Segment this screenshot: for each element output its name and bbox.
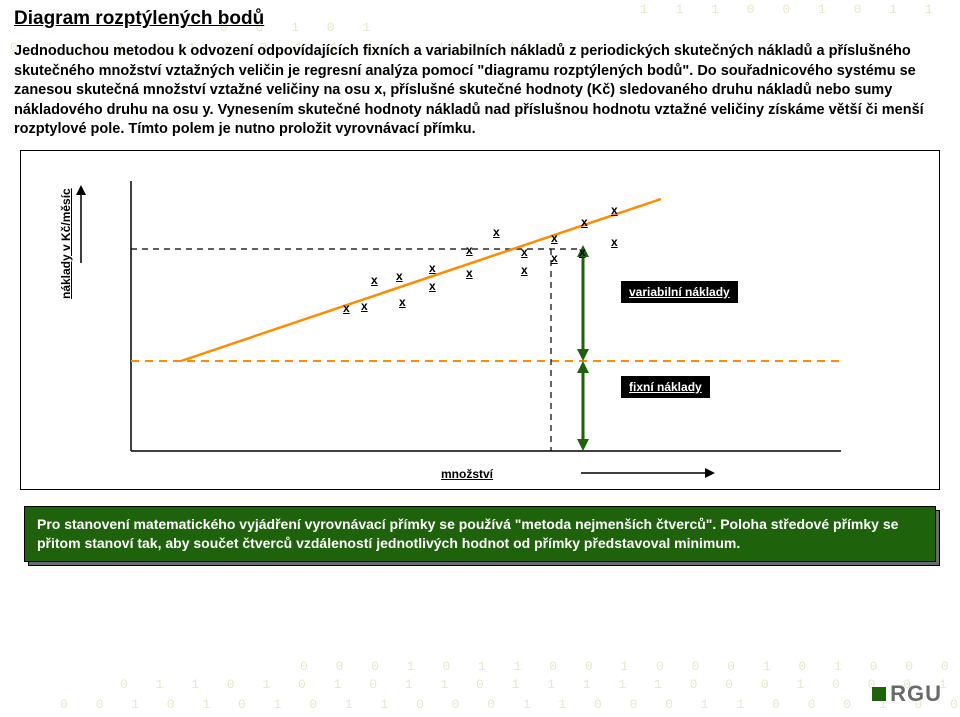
variable-cost-label: variabilní náklady [621, 281, 738, 303]
scatter-point: x [396, 269, 403, 283]
scatter-point: x [466, 266, 473, 280]
scatter-point: x [551, 231, 558, 245]
intro-paragraph: Jednoduchou metodou k odvození odpovídaj… [14, 42, 946, 140]
scatter-point: x [521, 245, 528, 259]
scatter-point: x [429, 279, 436, 293]
scatter-point: x [581, 215, 588, 229]
page-title: Diagram rozptýlených bodů [14, 8, 946, 30]
scatter-point: x [343, 301, 350, 315]
x-axis-label: množství [441, 467, 493, 481]
scatter-point: x [521, 263, 528, 277]
y-axis-label: náklady v Kč/měsíc [59, 188, 73, 299]
scatter-point: x [579, 245, 586, 259]
scatter-diagram: náklady v Kč/měsíc množství variabilní n… [20, 150, 940, 490]
footer-note: Pro stanovení matematického vyjádření vy… [24, 506, 936, 562]
scatter-point: x [493, 225, 500, 239]
scatter-point: x [611, 235, 618, 249]
scatter-point: x [466, 243, 473, 257]
binary-decoration: 0 0 1 0 1 0 1 0 1 1 0 0 0 1 1 0 0 0 1 1 … [60, 697, 960, 712]
binary-decoration: 0 0 0 1 0 1 1 0 0 1 0 0 0 1 0 1 0 0 0 0 [300, 659, 960, 674]
scatter-point: x [429, 261, 436, 275]
scatter-point: x [399, 295, 406, 309]
scatter-point: x [611, 203, 618, 217]
fixed-cost-label: fixní náklady [621, 376, 710, 398]
scatter-point: x [361, 299, 368, 313]
scatter-point: x [371, 273, 378, 287]
scatter-point: x [551, 251, 558, 265]
footer-text: Pro stanovení matematického vyjádření vy… [24, 506, 936, 562]
rgu-logo: RGU [872, 681, 942, 707]
binary-decoration: 0 1 1 0 1 0 1 0 1 1 0 1 1 1 1 1 0 0 0 1 … [120, 677, 960, 692]
chart-svg [21, 151, 941, 491]
